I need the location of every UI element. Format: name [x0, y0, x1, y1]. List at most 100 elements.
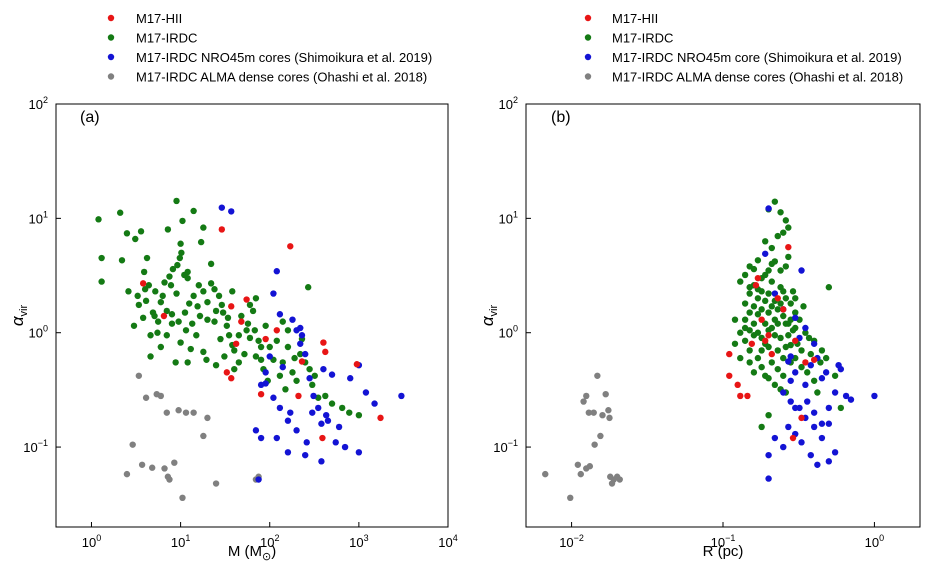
data-point [746, 359, 753, 366]
data-point [223, 322, 231, 329]
data-point [184, 274, 191, 282]
data-point [298, 358, 306, 365]
data-point [792, 309, 799, 316]
data-point [159, 292, 166, 300]
data-point [765, 375, 772, 382]
data-point [257, 343, 265, 351]
data-point [167, 282, 175, 289]
data-point [822, 369, 830, 376]
data-point [787, 341, 794, 349]
y-tick-label: 101 [499, 209, 518, 226]
data-point [737, 392, 744, 400]
data-point [231, 347, 238, 354]
data-point [818, 420, 826, 427]
data-point [765, 267, 772, 274]
data-point [599, 411, 606, 419]
data-point [780, 229, 787, 236]
data-point [266, 343, 273, 351]
data-point [284, 417, 292, 424]
data-point [768, 359, 775, 366]
data-point [810, 340, 818, 347]
data-point [802, 359, 809, 366]
data-point [193, 332, 200, 339]
x-tick-label: 10−1 [711, 533, 736, 550]
data-point [273, 327, 280, 334]
data-point [835, 361, 842, 369]
data-point [802, 324, 809, 332]
data-point [184, 268, 191, 276]
data-point [577, 470, 584, 478]
data-point [200, 432, 207, 440]
data-point [583, 392, 590, 400]
data-point [807, 451, 814, 459]
y-tick-label: 10−1 [493, 438, 518, 455]
data-point [785, 253, 792, 261]
y-tick-label: 101 [29, 209, 48, 226]
data-point [320, 365, 327, 373]
data-point [771, 434, 779, 442]
data-point [195, 282, 202, 289]
data-point [765, 332, 772, 339]
data-point [154, 329, 161, 336]
data-point [257, 390, 265, 398]
data-point [726, 372, 733, 379]
data-point [289, 369, 296, 376]
data-point [179, 217, 186, 225]
data-point [174, 261, 181, 269]
legend-marker [107, 53, 115, 61]
data-point [831, 389, 839, 396]
data-point [187, 345, 194, 353]
data-point [377, 414, 384, 422]
data-point [771, 198, 779, 205]
data-point [196, 312, 204, 320]
data-point [754, 311, 762, 318]
data-point [590, 409, 597, 416]
data-point [744, 392, 751, 400]
legend-marker [584, 73, 592, 80]
y-axis-label: αvir [478, 305, 500, 327]
data-point [132, 235, 139, 243]
data-point [276, 404, 284, 412]
x-axis-label: R (pc) [703, 543, 744, 560]
data-point [810, 377, 818, 384]
data-point [355, 411, 363, 419]
data-point [287, 409, 294, 416]
data-point [161, 279, 168, 286]
data-point [741, 300, 749, 307]
data-point [762, 271, 769, 279]
data-point [771, 332, 779, 339]
data-point [135, 372, 143, 379]
data-point [322, 348, 329, 356]
data-point [130, 322, 138, 329]
data-point [212, 307, 220, 315]
data-point [173, 197, 180, 205]
data-point [810, 409, 818, 416]
data-point [737, 329, 744, 336]
data-point [219, 309, 227, 316]
data-point [782, 295, 790, 302]
data-point [186, 300, 193, 307]
data-point [318, 458, 325, 465]
data-point [276, 311, 284, 318]
data-point [251, 327, 259, 334]
data-point [768, 350, 775, 358]
data-point [135, 301, 143, 309]
plot-frame [55, 103, 449, 528]
data-point [228, 303, 235, 310]
data-point [594, 372, 601, 379]
panel-label: (a) [80, 109, 100, 126]
data-point [164, 226, 172, 233]
data-point [95, 216, 102, 223]
data-point [252, 353, 260, 360]
data-point [758, 347, 765, 354]
data-point [173, 290, 180, 297]
data-point [270, 290, 277, 297]
data-point [754, 257, 762, 264]
data-point [371, 400, 378, 407]
x-tick-label: 104 [438, 533, 457, 550]
data-point [792, 295, 799, 302]
data-point [825, 404, 833, 412]
data-point [780, 312, 787, 320]
data-point [804, 369, 811, 376]
data-point [279, 363, 286, 371]
